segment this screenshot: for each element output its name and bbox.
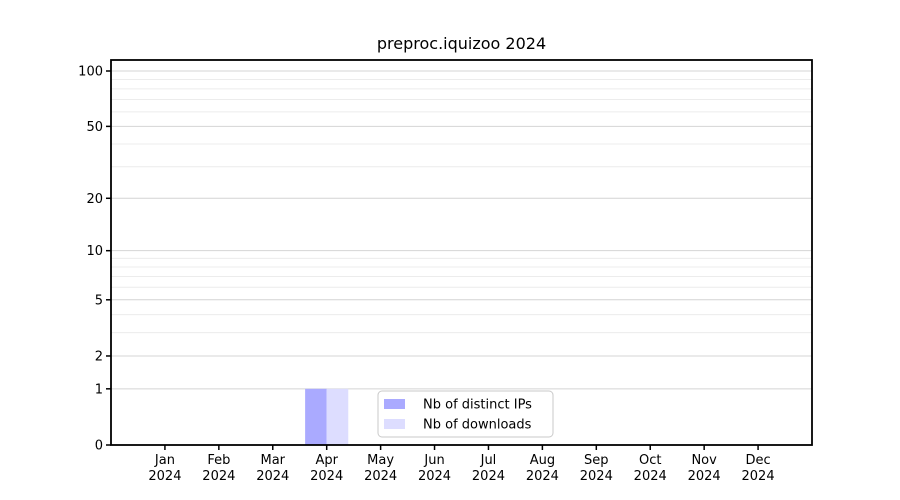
x-tick-label-month: Oct	[639, 453, 661, 468]
legend-swatch	[384, 419, 405, 429]
x-tick-label-month: Apr	[315, 453, 338, 468]
y-tick-label: 10	[86, 244, 103, 259]
x-tick-label-month: Jun	[423, 453, 444, 468]
x-tick-label-year: 2024	[310, 469, 343, 484]
y-tick-label: 20	[86, 192, 103, 207]
chart-title: preproc.iquizoo 2024	[376, 34, 547, 53]
x-tick-label-year: 2024	[742, 469, 775, 484]
x-tick-label-year: 2024	[148, 469, 181, 484]
x-tick-label-month: Dec	[745, 453, 770, 468]
y-tick-label: 0	[95, 439, 103, 454]
y-tick-label: 1	[95, 382, 103, 397]
plot-border	[110, 59, 813, 446]
x-tick-label-year: 2024	[580, 469, 613, 484]
x-tick-label-year: 2024	[364, 469, 397, 484]
y-tick-label: 100	[78, 65, 103, 80]
x-tick-label-year: 2024	[526, 469, 559, 484]
x-tick-label-year: 2024	[418, 469, 451, 484]
x-tick-label-month: Jan	[154, 453, 175, 468]
x-tick-label-month: Sep	[584, 453, 609, 468]
x-tick-label-month: Jul	[480, 453, 497, 468]
x-tick-label-year: 2024	[688, 469, 721, 484]
legend-label: Nb of downloads	[423, 418, 532, 433]
x-tick-label-month: Feb	[207, 453, 230, 468]
bar-downloads	[326, 388, 349, 445]
legend-box	[377, 390, 554, 438]
x-tick-label-month: Aug	[530, 453, 555, 468]
y-tick-label: 2	[95, 349, 103, 364]
x-tick-label-year: 2024	[256, 469, 289, 484]
x-tick-label-year: 2024	[472, 469, 505, 484]
y-tick-label: 50	[86, 120, 103, 135]
x-tick-label-month: Mar	[261, 453, 286, 468]
legend-label: Nb of distinct IPs	[423, 398, 532, 413]
x-tick-label-month: May	[367, 453, 394, 468]
bar-distinct-ips	[305, 388, 327, 445]
y-tick-label: 5	[95, 293, 103, 308]
x-tick-label-year: 2024	[634, 469, 667, 484]
x-tick-label-year: 2024	[202, 469, 235, 484]
legend-swatch	[384, 399, 405, 409]
x-tick-label-month: Nov	[691, 453, 717, 468]
